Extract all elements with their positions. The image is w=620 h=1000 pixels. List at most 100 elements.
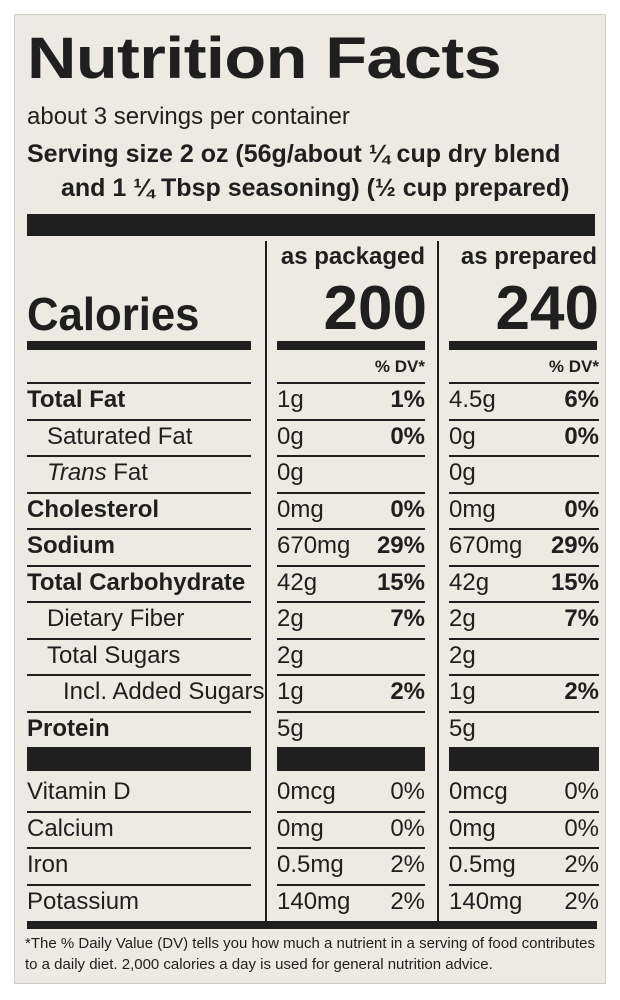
thick-divider-vitamins-label <box>27 747 251 771</box>
prepared-amount: 0g <box>449 422 476 450</box>
medium-divider-label <box>27 341 251 350</box>
packaged-dv: 2% <box>390 851 425 878</box>
serving-size-line2: and 1 ¼ Tbsp seasoning) (½ cup prepared) <box>61 174 570 202</box>
nutrient-label: Protein <box>27 714 110 742</box>
row-rule <box>449 674 599 676</box>
row-rule <box>449 601 599 603</box>
packaged-dv: 0% <box>390 778 425 805</box>
row-rule <box>277 810 425 813</box>
prepared-amount: 670mg <box>449 532 523 559</box>
prepared-amount: 5g <box>449 714 476 742</box>
row-rule <box>449 382 599 384</box>
prepared-amount: 0mg <box>449 495 496 523</box>
packaged-dv: 2% <box>390 678 425 705</box>
prepared-dv: 7% <box>564 605 599 632</box>
packaged-amount: 2g <box>277 605 304 632</box>
row-rule <box>449 491 599 494</box>
packaged-amount: 2g <box>277 641 304 669</box>
row-rule <box>277 491 425 494</box>
row-rule <box>277 418 425 421</box>
packaged-amount: 1g <box>277 678 304 705</box>
packaged-amount: 0mcg <box>277 778 336 805</box>
column-divider-2 <box>437 241 439 921</box>
row-rule <box>27 455 251 457</box>
nutrient-label-text: Fat <box>106 459 148 486</box>
row-rule <box>27 382 251 384</box>
medium-divider-prepared <box>449 341 597 350</box>
prepared-dv-header: % DV* <box>548 357 599 376</box>
prepared-amount: 0mcg <box>449 778 508 805</box>
packaged-dv: 0% <box>390 495 425 523</box>
prepared-dv: 6% <box>564 386 599 413</box>
daily-value-footnote: *The % Daily Value (DV) tells you how mu… <box>25 935 595 973</box>
packaged-dv-header: % DV* <box>374 357 425 376</box>
nutrient-label: Vitamin D <box>27 778 131 805</box>
row-rule <box>27 491 251 494</box>
row-rule <box>27 674 251 676</box>
packaged-amount: 42g <box>277 568 318 596</box>
column-divider-1 <box>265 241 267 921</box>
packaged-dv: 2% <box>390 887 425 915</box>
nutrient-label: Dietary Fiber <box>47 605 185 632</box>
prepared-dv: 29% <box>550 532 599 559</box>
packaged-amount: 1g <box>277 386 304 413</box>
packaged-amount: 5g <box>277 714 304 742</box>
row-rule <box>449 847 599 849</box>
row-rule <box>27 418 251 421</box>
nutrient-label-italic: Trans <box>47 459 107 486</box>
thick-divider-vitamins-packaged <box>277 747 425 771</box>
packaged-amount: 0mg <box>277 495 324 523</box>
nutrient-label: Iron <box>27 851 69 878</box>
row-rule <box>449 883 599 886</box>
packaged-amount: 140mg <box>277 887 351 915</box>
packaged-dv: 15% <box>376 568 425 596</box>
prepared-dv: 0% <box>564 814 599 842</box>
nutrient-label: Calcium <box>27 814 114 842</box>
prepared-dv: 2% <box>564 887 599 915</box>
row-rule <box>449 810 599 813</box>
row-rule <box>27 710 251 713</box>
thick-divider-vitamins-prepared <box>449 747 599 771</box>
nutrient-label: Total Carbohydrate <box>27 568 246 596</box>
row-rule <box>27 883 251 886</box>
packaged-amount: 0g <box>277 459 304 486</box>
row-rule <box>277 601 425 603</box>
prepared-dv: 15% <box>550 568 599 596</box>
serving-size-line1: Serving size 2 oz (56g/about ¼ cup dry b… <box>27 140 561 168</box>
prepared-amount: 0.5mg <box>449 851 516 878</box>
row-rule <box>277 637 425 640</box>
nutrient-label: Total Sugars <box>47 641 181 669</box>
row-rule <box>277 674 425 676</box>
calories-prepared: 240 <box>495 274 599 343</box>
row-rule <box>277 564 425 567</box>
nutrient-label: Saturated Fat <box>47 422 193 450</box>
row-rule <box>277 382 425 384</box>
calories-packaged: 200 <box>323 274 427 343</box>
nutrient-label: Trans Fat <box>47 458 148 488</box>
packaged-amount: 0.5mg <box>277 851 344 878</box>
row-rule <box>449 564 599 567</box>
row-rule <box>27 637 251 640</box>
prepared-dv: 2% <box>564 678 599 705</box>
row-rule <box>277 528 425 530</box>
prepared-column-header: as prepared <box>460 243 597 270</box>
packaged-amount: 0g <box>277 422 304 450</box>
prepared-amount: 2g <box>449 605 476 632</box>
packaged-amount: 0mg <box>277 814 324 842</box>
prepared-dv: 0% <box>564 778 599 805</box>
packaged-dv: 7% <box>390 605 425 632</box>
nutrient-label: Total Fat <box>27 386 126 413</box>
prepared-amount: 4.5g <box>449 386 496 413</box>
nutrition-facts-panel: Nutrition Facts about 3 servings per con… <box>14 14 606 984</box>
prepared-amount: 2g <box>449 641 476 669</box>
packaged-dv: 0% <box>390 814 425 842</box>
packaged-dv: 1% <box>390 386 425 413</box>
prepared-amount: 42g <box>449 568 490 596</box>
row-rule <box>449 637 599 640</box>
row-rule <box>27 564 251 567</box>
prepared-amount: 140mg <box>449 887 523 915</box>
nutrient-label: Incl. Added Sugars <box>63 678 265 705</box>
thick-divider-bottom <box>27 921 597 929</box>
prepared-dv: 2% <box>564 851 599 878</box>
prepared-amount: 0mg <box>449 814 496 842</box>
